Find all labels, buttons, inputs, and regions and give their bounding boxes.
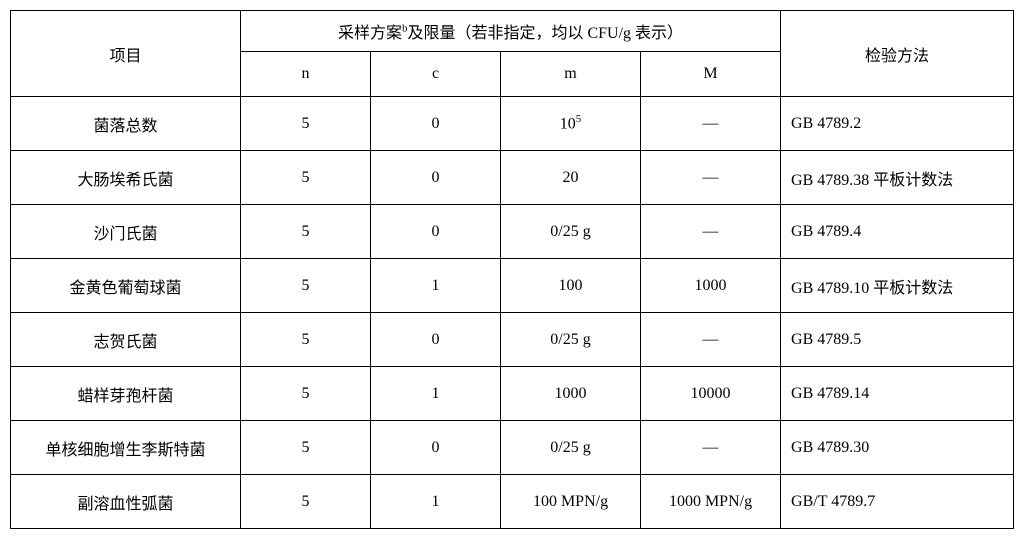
cell-m-lower: 0/25 g xyxy=(501,205,641,259)
table-row: 志贺氏菌500/25 g—GB 4789.5 xyxy=(11,313,1014,367)
cell-n: 5 xyxy=(241,259,371,313)
cell-method: GB 4789.4 xyxy=(781,205,1014,259)
cell-m-upper: 1000 xyxy=(641,259,781,313)
header-sampling-group-suffix: 及限量（若非指定，均以 CFU/g 表示） xyxy=(407,25,683,42)
table-row: 单核细胞增生李斯特菌500/25 g—GB 4789.30 xyxy=(11,421,1014,475)
cell-method: GB 4789.2 xyxy=(781,97,1014,151)
cell-item: 菌落总数 xyxy=(11,97,241,151)
header-m-lower: m xyxy=(501,52,641,97)
header-n: n xyxy=(241,52,371,97)
cell-c: 0 xyxy=(371,97,501,151)
cell-c: 1 xyxy=(371,259,501,313)
cell-item: 沙门氏菌 xyxy=(11,205,241,259)
header-method: 检验方法 xyxy=(781,11,1014,97)
cell-item: 副溶血性弧菌 xyxy=(11,475,241,529)
cell-c: 1 xyxy=(371,475,501,529)
cell-method: GB 4789.14 xyxy=(781,367,1014,421)
cell-m-lower: 100 MPN/g xyxy=(501,475,641,529)
cell-n: 5 xyxy=(241,151,371,205)
cell-method: GB 4789.38 平板计数法 xyxy=(781,151,1014,205)
table-row: 沙门氏菌500/25 g—GB 4789.4 xyxy=(11,205,1014,259)
cell-m-upper: — xyxy=(641,421,781,475)
header-c: c xyxy=(371,52,501,97)
cell-item: 金黄色葡萄球菌 xyxy=(11,259,241,313)
cell-c: 0 xyxy=(371,205,501,259)
table-row: 金黄色葡萄球菌511001000GB 4789.10 平板计数法 xyxy=(11,259,1014,313)
cell-method: GB/T 4789.7 xyxy=(781,475,1014,529)
cell-m-upper: 1000 MPN/g xyxy=(641,475,781,529)
cell-c: 0 xyxy=(371,421,501,475)
cell-m-upper: — xyxy=(641,97,781,151)
header-sampling-group: 采样方案b及限量（若非指定，均以 CFU/g 表示） xyxy=(241,11,781,52)
cell-n: 5 xyxy=(241,313,371,367)
cell-m-upper: 10000 xyxy=(641,367,781,421)
header-item: 项目 xyxy=(11,11,241,97)
table-row: 副溶血性弧菌51100 MPN/g1000 MPN/gGB/T 4789.7 xyxy=(11,475,1014,529)
cell-m-lower: 20 xyxy=(501,151,641,205)
cell-m-lower: 1000 xyxy=(501,367,641,421)
cell-item: 大肠埃希氏菌 xyxy=(11,151,241,205)
cell-m-upper: — xyxy=(641,151,781,205)
cell-m-lower: 0/25 g xyxy=(501,421,641,475)
header-sampling-group-prefix: 采样方案 xyxy=(338,25,402,42)
cell-c: 0 xyxy=(371,313,501,367)
cell-m-upper: — xyxy=(641,313,781,367)
cell-m-lower: 0/25 g xyxy=(501,313,641,367)
cell-item: 蜡样芽孢杆菌 xyxy=(11,367,241,421)
header-method-label: 检验方法 xyxy=(865,48,929,65)
cell-c: 0 xyxy=(371,151,501,205)
cell-item: 志贺氏菌 xyxy=(11,313,241,367)
cell-n: 5 xyxy=(241,475,371,529)
cell-m-upper: — xyxy=(641,205,781,259)
cell-method: GB 4789.5 xyxy=(781,313,1014,367)
cell-n: 5 xyxy=(241,367,371,421)
table-row: 蜡样芽孢杆菌51100010000GB 4789.14 xyxy=(11,367,1014,421)
cell-method: GB 4789.30 xyxy=(781,421,1014,475)
cell-m-lower: 105 xyxy=(501,97,641,151)
header-item-label: 项目 xyxy=(109,48,141,65)
table-row: 菌落总数50105—GB 4789.2 xyxy=(11,97,1014,151)
cell-method: GB 4789.10 平板计数法 xyxy=(781,259,1014,313)
cell-m-lower: 100 xyxy=(501,259,641,313)
cell-n: 5 xyxy=(241,205,371,259)
cell-c: 1 xyxy=(371,367,501,421)
header-m-upper: M xyxy=(641,52,781,97)
cell-item: 单核细胞增生李斯特菌 xyxy=(11,421,241,475)
table-body: 菌落总数50105—GB 4789.2大肠埃希氏菌5020—GB 4789.38… xyxy=(11,97,1014,529)
cell-n: 5 xyxy=(241,97,371,151)
cell-n: 5 xyxy=(241,421,371,475)
table-row: 大肠埃希氏菌5020—GB 4789.38 平板计数法 xyxy=(11,151,1014,205)
microbiological-limits-table: 项目 采样方案b及限量（若非指定，均以 CFU/g 表示） 检验方法 n c m… xyxy=(10,10,1014,529)
